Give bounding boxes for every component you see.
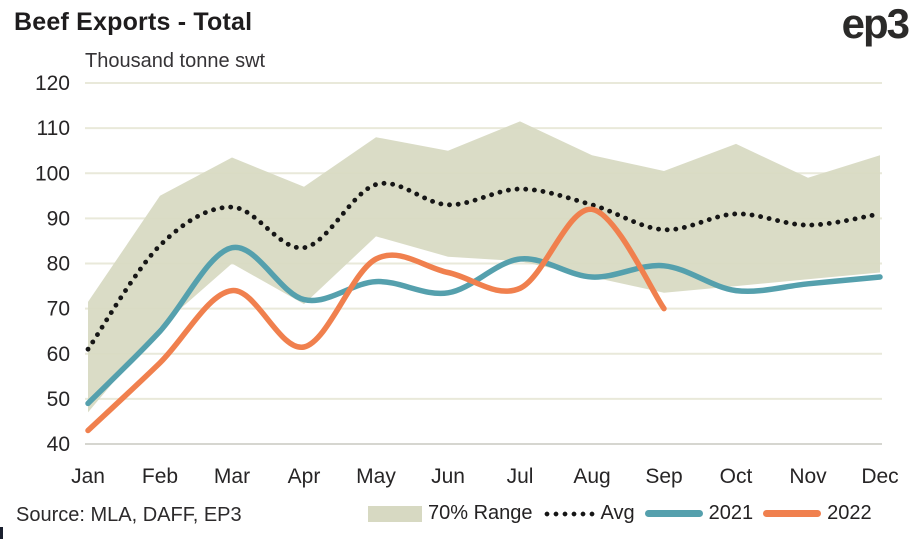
x-tick-label-jun: Jun (431, 465, 465, 488)
legend-item-2022: 2022 (763, 502, 872, 525)
x-tick-label-oct: Oct (720, 465, 753, 488)
screen-edge-artifact (0, 527, 3, 539)
x-tick-label-mar: Mar (214, 465, 250, 488)
x-tick-label-apr: Apr (288, 465, 321, 488)
y-tick-label-50: 50 (47, 388, 70, 411)
legend-label-range: 70% Range (428, 502, 533, 524)
x-tick-label-may: May (356, 465, 396, 488)
x-tick-label-aug: Aug (573, 465, 610, 488)
line-2021-swatch (644, 510, 703, 517)
ep3-logo: ep3 (841, 0, 910, 47)
chart-legend: 70% Range Avg 2021 2022 (368, 502, 872, 525)
line-2022 (85, 206, 667, 434)
avg-line (85, 180, 883, 352)
legend-label-2022: 2022 (827, 502, 872, 524)
y-tick-label-120: 120 (35, 72, 70, 95)
legend-item-avg: Avg (542, 502, 635, 525)
x-tick-label-nov: Nov (789, 465, 827, 488)
legend-label-2021: 2021 (708, 502, 754, 524)
legend-label-avg: Avg (600, 502, 635, 524)
y-tick-label-70: 70 (47, 298, 70, 321)
chart-title: Beef Exports - Total (14, 8, 253, 36)
legend-item-range: 70% Range (368, 502, 533, 525)
y-tick-label-40: 40 (47, 433, 70, 456)
x-tick-label-dec: Dec (861, 465, 898, 488)
avg-dotted-swatch (542, 507, 595, 520)
x-tick-label-sep: Sep (645, 465, 682, 488)
line-chart-canvas: 40 50 60 70 80 90 100 110 120 Jan Feb Mar Apr May Jun J… (35, 72, 899, 488)
source-note: Source: MLA, DAFF, EP3 (16, 504, 242, 526)
x-tick-label-jul: Jul (507, 465, 534, 488)
line-2021 (85, 244, 883, 407)
band-70-range (88, 121, 880, 413)
y-axis-unit-label: Thousand tonne swt (85, 50, 266, 72)
y-tick-label-60: 60 (47, 343, 70, 366)
y-tick-label-80: 80 (47, 253, 70, 276)
x-tick-label-feb: Feb (142, 465, 178, 488)
y-tick-label-110: 110 (37, 117, 70, 140)
x-tick-label-jan: Jan (71, 465, 105, 488)
range-band-swatch (368, 505, 422, 522)
y-tick-label-90: 90 (47, 207, 70, 230)
y-tick-label-100: 100 (35, 162, 70, 185)
legend-item-2021: 2021 (644, 502, 754, 525)
line-2022-swatch (763, 510, 822, 517)
